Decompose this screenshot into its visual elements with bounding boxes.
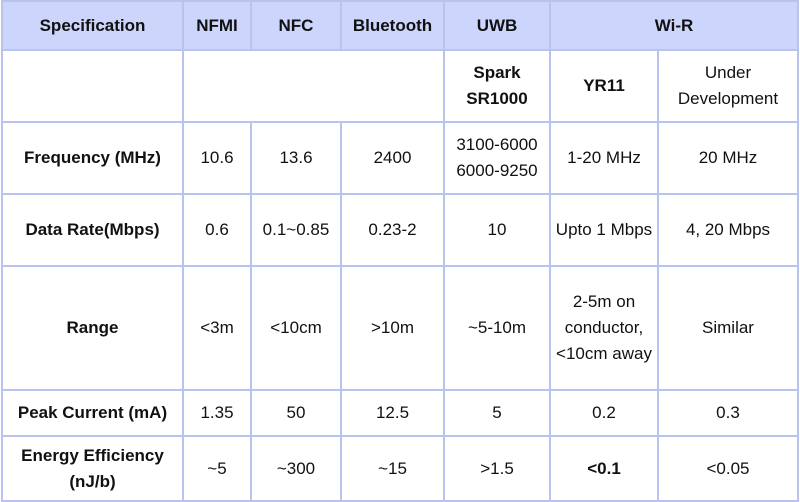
table-row-frequency: Frequency (MHz) 10.6 13.6 2400 3100-6000… [1,121,799,195]
cell-uwb: >1.5 [443,435,551,502]
header-uwb: UWB [443,0,551,51]
cell-uwb: ~5-10m [443,265,551,391]
subheader-wir-under-development: Under Development [657,49,799,123]
cell-uwb: 5 [443,389,551,437]
cell-uwb: 3100-6000 6000-9250 [443,121,551,195]
cell-bluetooth: ~15 [340,435,445,502]
subheader-empty-spec [1,49,184,123]
cell-wir-under: 0.3 [657,389,799,437]
cell-nfmi: 0.6 [182,193,252,267]
cell-wir-under: <0.05 [657,435,799,502]
table-row-range: Range <3m <10cm >10m ~5-10m 2-5m on cond… [1,265,799,391]
row-label: Range [1,265,184,391]
cell-wir-yr11: <0.1 [549,435,659,502]
cell-wir-under: Similar [657,265,799,391]
subheader-uwb-model: Spark SR1000 [443,49,551,123]
subheader-row: Spark SR1000 YR11 Under Development [1,49,799,123]
cell-nfc: 13.6 [250,121,342,195]
cell-nfmi: 10.6 [182,121,252,195]
header-specification: Specification [1,0,184,51]
row-label: Data Rate(Mbps) [1,193,184,267]
cell-nfmi: <3m [182,265,252,391]
cell-bluetooth: 0.23-2 [340,193,445,267]
row-label: Frequency (MHz) [1,121,184,195]
cell-nfc: ~300 [250,435,342,502]
header-nfc: NFC [250,0,342,51]
table-row-energy-efficiency: Energy Efficiency (nJ/b) ~5 ~300 ~15 >1.… [1,435,799,502]
cell-nfmi: 1.35 [182,389,252,437]
cell-wir-under: 4, 20 Mbps [657,193,799,267]
cell-nfc: 0.1~0.85 [250,193,342,267]
cell-uwb: 10 [443,193,551,267]
cell-bluetooth: 2400 [340,121,445,195]
header-wir: Wi-R [549,0,799,51]
subheader-wir-yr11: YR11 [549,49,659,123]
row-label: Energy Efficiency (nJ/b) [1,435,184,502]
cell-wir-yr11: 1-20 MHz [549,121,659,195]
header-nfmi: NFMI [182,0,252,51]
cell-bluetooth: >10m [340,265,445,391]
row-label: Peak Current (mA) [1,389,184,437]
table-row-data-rate: Data Rate(Mbps) 0.6 0.1~0.85 0.23-2 10 U… [1,193,799,267]
cell-wir-yr11: 0.2 [549,389,659,437]
cell-wir-yr11: Upto 1 Mbps [549,193,659,267]
subheader-empty-merged [182,49,445,123]
header-bluetooth: Bluetooth [340,0,445,51]
header-row: Specification NFMI NFC Bluetooth UWB Wi-… [1,0,799,51]
table-row-peak-current: Peak Current (mA) 1.35 50 12.5 5 0.2 0.3 [1,389,799,437]
cell-bluetooth: 12.5 [340,389,445,437]
cell-wir-yr11: 2-5m on conductor, <10cm away [549,265,659,391]
cell-wir-under: 20 MHz [657,121,799,195]
cell-nfmi: ~5 [182,435,252,502]
cell-nfc: <10cm [250,265,342,391]
cell-nfc: 50 [250,389,342,437]
